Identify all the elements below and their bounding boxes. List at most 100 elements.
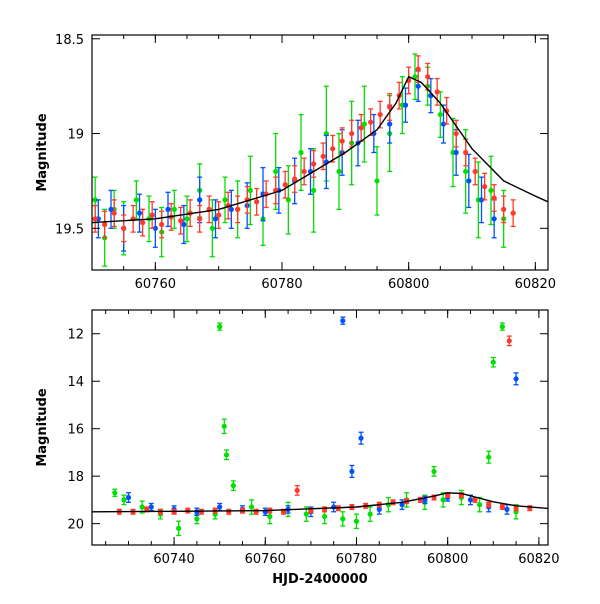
data-point: [165, 206, 171, 212]
data-point: [194, 516, 200, 522]
data-point: [92, 216, 98, 222]
data-point: [125, 494, 132, 501]
data-point: [230, 483, 236, 489]
data-point: [486, 454, 492, 460]
data-point: [412, 74, 418, 80]
y-tick-label: 14: [67, 375, 84, 390]
x-tick-label: 60820: [518, 552, 559, 567]
bottom-model-curve: [92, 492, 548, 513]
data-point: [294, 487, 300, 494]
data-point: [437, 111, 443, 118]
data-point: [431, 468, 437, 475]
data-point: [478, 197, 485, 203]
data-point: [490, 359, 496, 365]
data-point: [349, 468, 355, 475]
data-point: [223, 452, 230, 458]
data-point: [376, 506, 382, 512]
data-point: [368, 119, 374, 125]
data-point: [222, 197, 228, 203]
data-point: [273, 168, 279, 175]
y-tick-label: 19: [67, 128, 84, 143]
data-point: [340, 318, 346, 324]
data-point: [440, 497, 446, 503]
x-tick-label: 60780: [336, 552, 377, 567]
data-point: [216, 212, 222, 218]
bottom-y-axis-title: Magnitude: [35, 388, 50, 467]
data-point: [415, 83, 421, 89]
data-point: [178, 218, 184, 224]
data-point: [321, 513, 328, 520]
data-point: [139, 504, 145, 510]
bottom-axes-frame: [91, 309, 549, 546]
data-point: [445, 492, 451, 498]
x-tick-label: 60820: [515, 277, 556, 292]
bottom-panel: 60740 60760 60780 60800 60820 12 14 16 18 20 Magni…: [35, 309, 560, 587]
data-point: [399, 502, 405, 508]
data-point: [217, 504, 223, 510]
data-point: [292, 176, 298, 182]
data-point: [197, 197, 203, 203]
data-point: [402, 102, 409, 108]
x-tick-label: 60800: [388, 277, 429, 292]
data-point: [491, 216, 497, 222]
data-point: [358, 125, 364, 131]
bottom-series-0: [112, 322, 519, 537]
top-panel: 60760 60780 60800 60820 18.5 19 19.5 Magnitude: [35, 33, 556, 292]
y-tick-label: 18: [67, 470, 84, 485]
top-series-0: [92, 53, 507, 267]
data-point: [387, 121, 393, 127]
y-tick-label: 18.5: [55, 33, 84, 48]
top-plot-area: [92, 53, 548, 267]
data-point: [488, 187, 494, 194]
data-point: [121, 497, 127, 503]
data-point: [159, 221, 165, 228]
data-point: [463, 149, 469, 156]
data-point: [249, 504, 255, 510]
data-point: [353, 518, 360, 524]
data-point: [506, 338, 512, 344]
bottom-plot-area: [92, 316, 548, 537]
top-y-axis-title: Magnitude: [35, 113, 50, 192]
data-point: [374, 178, 380, 184]
top-series-2: [92, 55, 516, 243]
data-point: [440, 121, 447, 127]
data-point: [482, 184, 488, 190]
data-point: [340, 516, 346, 522]
data-point: [226, 509, 232, 515]
data-point: [217, 324, 223, 330]
data-point: [472, 497, 478, 503]
data-point: [176, 525, 182, 531]
x-tick-label: 60800: [427, 552, 468, 567]
data-point: [228, 206, 234, 212]
data-point: [253, 509, 259, 515]
data-point: [453, 130, 459, 137]
data-point: [282, 182, 288, 188]
data-point: [453, 149, 459, 156]
data-point: [301, 168, 307, 175]
top-axes-frame: [91, 34, 549, 271]
data-point: [209, 225, 215, 231]
x-tick-label: 60760: [135, 277, 176, 292]
data-point: [491, 195, 497, 201]
data-point: [311, 161, 317, 167]
data-point: [466, 178, 472, 184]
data-point: [499, 324, 505, 330]
data-point: [504, 506, 510, 512]
data-point: [303, 511, 309, 517]
data-point: [133, 197, 139, 203]
data-point: [136, 210, 143, 216]
y-tick-label: 16: [67, 423, 84, 438]
data-point: [331, 504, 337, 510]
y-tick-label: 20: [67, 518, 84, 533]
data-point: [330, 146, 336, 152]
data-point: [387, 104, 393, 110]
data-point: [102, 221, 108, 228]
data-point: [184, 216, 190, 222]
bottom-series-2: [116, 335, 533, 515]
data-point: [320, 153, 326, 159]
data-point: [486, 502, 492, 508]
data-point: [434, 89, 440, 95]
data-point: [501, 206, 507, 212]
data-point: [298, 149, 304, 156]
